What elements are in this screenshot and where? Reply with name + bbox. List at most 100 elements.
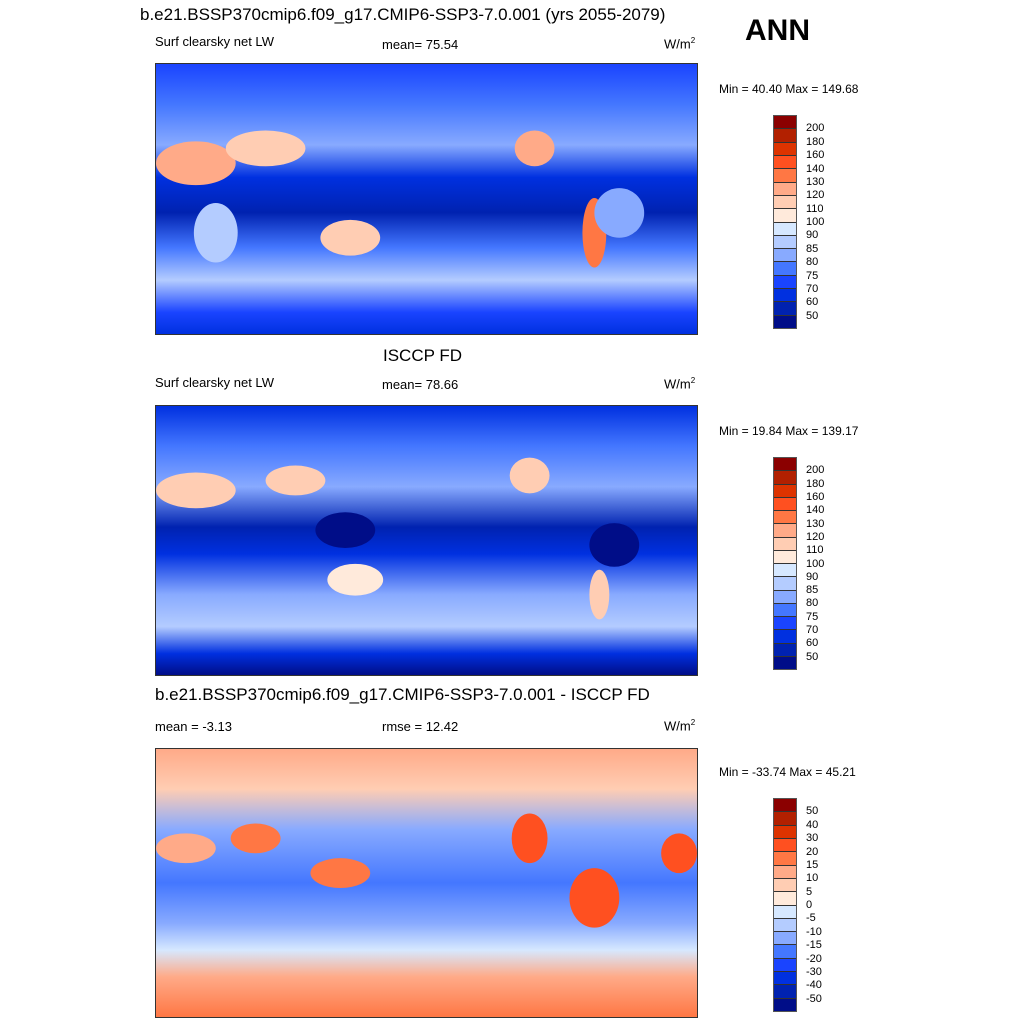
colorbar-swatch (774, 643, 796, 657)
colorbar-swatch (774, 958, 796, 973)
panel2-title: ISCCP FD (383, 346, 463, 365)
panel3-units: W/m2 (664, 718, 695, 733)
colorbar-label: -10 (806, 925, 822, 938)
colorbar-swatch (774, 564, 796, 578)
colorbar-label: 60 (806, 637, 819, 650)
colorbar-swatch (774, 550, 796, 564)
colorbar-swatch (774, 497, 796, 511)
colorbar-label: 50 (806, 805, 819, 818)
colorbar-swatch (774, 302, 796, 316)
colorbar-label: 40 (806, 818, 819, 831)
colorbar-label: 200 (806, 122, 825, 135)
colorbar-swatch (774, 524, 796, 538)
colorbar-swatch (774, 577, 796, 591)
colorbar-swatch (774, 458, 796, 472)
colorbar-swatch (774, 972, 796, 986)
colorbar-label: 160 (806, 490, 825, 503)
colorbar-label: 130 (806, 175, 825, 188)
units-text: W/m (664, 376, 691, 392)
colorbar-label: 85 (806, 584, 819, 597)
colorbar-label: -40 (806, 979, 822, 992)
colorbar-swatch (774, 945, 796, 959)
colorbar-swatch (774, 918, 796, 933)
colorbar-label: 75 (806, 269, 819, 282)
panel3-mean: mean = -3.13 (155, 719, 232, 734)
colorbar-swatch (774, 878, 796, 893)
colorbar-swatch (774, 511, 796, 525)
colorbar-label: 120 (806, 189, 825, 202)
colorbar-swatch (774, 932, 796, 946)
colorbar-label: 180 (806, 477, 825, 490)
colorbar-label: 100 (806, 557, 825, 570)
panel1-colorbar (773, 115, 797, 329)
panel1-variable: Surf clearsky net LW (155, 34, 274, 49)
colorbar-swatch (774, 590, 796, 604)
colorbar-swatch (774, 603, 796, 617)
panel3-minmax: Min = -33.74 Max = 45.21 (719, 765, 856, 779)
units-sup: 2 (690, 718, 696, 727)
panel2-variable: Surf clearsky net LW (155, 375, 274, 390)
colorbar-label: 70 (806, 624, 819, 637)
colorbar-swatch (774, 129, 796, 143)
panel1-minmax: Min = 40.40 Max = 149.68 (719, 82, 859, 96)
colorbar-label: 50 (806, 309, 819, 322)
units-text: W/m (664, 718, 691, 734)
panel1-map (155, 63, 698, 335)
colorbar-swatch (774, 289, 796, 303)
panel1-colorbar-labels: 200 180 160 140 130 120 110 100 90 85 80 75 70 60 50 (806, 115, 846, 329)
colorbar-swatch (774, 998, 796, 1011)
colorbar-swatch (774, 905, 796, 919)
colorbar-swatch (774, 275, 796, 290)
panel2-colorbar (773, 457, 797, 670)
colorbar-swatch (774, 262, 796, 276)
panel2-colorbar-labels: 200 180 160 140 130 120 110 100 90 85 80 75 70 60 50 (806, 457, 846, 670)
colorbar-label: 100 (806, 216, 825, 228)
colorbar-swatch (774, 195, 796, 210)
colorbar-label: 140 (806, 504, 825, 517)
colorbar-label: 90 (806, 229, 819, 242)
colorbar-label: 75 (806, 610, 819, 623)
colorbar-swatch (774, 825, 796, 839)
units-sup: 2 (690, 376, 696, 385)
panel3-colorbar (773, 798, 797, 1012)
colorbar-swatch (774, 812, 796, 826)
colorbar-swatch (774, 985, 796, 999)
panel3-colorbar-labels: 50 40 30 20 15 10 5 0 -5 -10 -15 -20 -30 -40 -50 (806, 798, 846, 1012)
colorbar-label: 80 (806, 256, 819, 269)
colorbar-label: 200 (806, 464, 825, 477)
colorbar-label: 85 (806, 242, 819, 255)
colorbar-swatch (774, 235, 796, 250)
units-text: W/m (664, 36, 691, 52)
colorbar-swatch (774, 155, 796, 170)
panel3-rmse: rmse = 12.42 (382, 719, 459, 734)
colorbar-label: 140 (806, 162, 825, 175)
colorbar-swatch (774, 484, 796, 498)
colorbar-label: 30 (806, 832, 819, 845)
colorbar-swatch (774, 249, 796, 263)
colorbar-swatch (774, 209, 796, 223)
colorbar-swatch (774, 116, 796, 130)
colorbar-swatch (774, 656, 796, 669)
colorbar-swatch (774, 182, 796, 196)
colorbar-label: 90 (806, 570, 819, 583)
colorbar-label: -30 (806, 965, 822, 978)
colorbar-label: 15 (806, 858, 819, 871)
colorbar-swatch (774, 471, 796, 485)
colorbar-label: -5 (806, 912, 816, 925)
colorbar-label: 50 (806, 650, 819, 663)
colorbar-label: 120 (806, 530, 825, 543)
colorbar-swatch (774, 617, 796, 631)
panel1-units: W/m2 (664, 36, 695, 51)
colorbar-label: 0 (806, 899, 813, 911)
colorbar-swatch (774, 537, 796, 551)
colorbar-label: 20 (806, 845, 819, 858)
colorbar-swatch (774, 838, 796, 853)
colorbar-label: 160 (806, 149, 825, 162)
main-title: b.e21.BSSP370cmip6.f09_g17.CMIP6-SSP3-7.… (140, 5, 666, 24)
colorbar-label: 130 (806, 517, 825, 530)
colorbar-label: 180 (806, 135, 825, 148)
season-label: ANN (745, 14, 810, 47)
colorbar-label: 5 (806, 885, 813, 898)
colorbar-label: -20 (806, 952, 822, 965)
units-sup: 2 (690, 36, 696, 45)
